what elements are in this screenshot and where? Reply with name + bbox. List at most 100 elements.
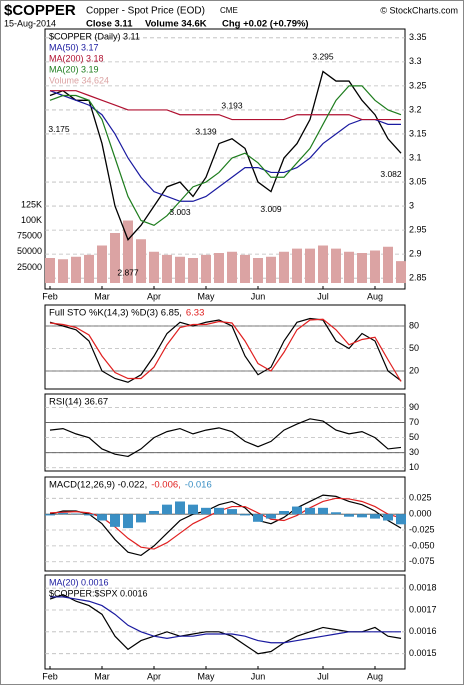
series-line [50,90,401,121]
bar [71,256,81,283]
y-tick-label: 3.15 [409,128,427,138]
bar [110,233,120,283]
x-tick-label: Jun [251,291,266,301]
bar [383,246,393,283]
series-line [49,318,402,382]
x-tick-label: Apr [147,291,161,301]
bar [214,253,224,283]
bar [123,220,133,283]
bar [266,256,276,283]
x-tick-label: Aug [367,291,383,301]
x-tick-label: Apr [147,671,161,681]
bar [305,507,315,515]
series-line [49,317,402,383]
bar [331,512,341,515]
bar [279,251,289,283]
y-tick-label: 0.025 [409,493,432,503]
bar [97,245,107,283]
y-tick-label: 3.1 [409,152,422,162]
y-tick-label: 30 [409,447,419,457]
bar [357,514,367,518]
y-tick-label: 0.000 [409,509,432,519]
bar [318,245,328,283]
x-tick-label: Feb [42,671,58,681]
y-tick-label: -0.050 [409,540,435,550]
legend-entry: Volume 34,624 [49,75,109,85]
y2-tick-label: 100K [21,215,42,225]
exchange: CME [220,6,238,15]
bar [58,259,68,283]
bar [396,261,406,283]
bar [305,248,315,283]
bar [58,512,68,515]
legend-entry: MA(50) 3.17 [49,42,99,52]
y-tick-label: 3.35 [409,32,427,42]
series-line [50,596,401,644]
bar [227,509,237,515]
date: 15-Aug-2014 [4,18,56,28]
legend-entry: $COPPER:$SPX 0.0016 [49,588,148,598]
y-tick-label: 0.0017 [409,604,437,614]
panel-frame [44,476,406,572]
legend-entry: -0.016 [185,480,212,491]
x-tick-label: Mar [94,671,110,681]
y2-tick-label: 125K [21,199,42,209]
series-line [49,418,402,458]
series-line [49,497,402,550]
y2-tick-label: 75000 [17,231,42,241]
bar [279,510,289,515]
bar [149,510,159,515]
bar [318,507,328,515]
bar [396,514,406,525]
bar [370,250,380,283]
bar [201,254,211,283]
bar [253,514,263,522]
bar [201,507,211,515]
bar [123,514,133,529]
close: Close 3.11 [86,19,133,30]
annotation: 3.009 [260,204,282,214]
bar [45,258,55,283]
x-tick-label: May [197,291,215,301]
series-line [49,85,402,226]
annotation: 3.003 [169,207,191,217]
legend-entry: MA(200) 3.18 [49,53,104,63]
bar [344,514,354,517]
y-tick-label: 2.85 [409,273,427,283]
bar [383,514,393,521]
legend-entry: $COPPER (Daily) 3.11 [49,31,140,41]
bar [110,514,120,527]
legend-entry: MACD(12,26,9) -0.022, [49,480,147,491]
bar [292,248,302,283]
y2-tick-label: 25000 [17,262,42,272]
x-tick-label: Aug [367,671,383,681]
bar [344,251,354,283]
volume: Volume 34.6K [145,19,207,30]
x-tick-label: Jul [317,671,329,681]
annotation: 2.877 [117,267,139,277]
y-tick-label: -0.075 [409,556,435,566]
y-tick-label: 3.25 [409,80,427,90]
bar [188,504,198,515]
bar [266,514,276,519]
x-tick-label: Mar [94,291,110,301]
bar [71,513,81,515]
x-tick-label: Jun [251,671,266,681]
y-tick-label: 0.0015 [409,648,437,658]
legend-entry: 6.33 [186,308,205,319]
bar [136,239,146,283]
y-tick-label: 3.3 [409,56,422,66]
bar [84,254,94,283]
y-tick-label: 2.95 [409,224,427,234]
bar [175,256,185,283]
bar [162,504,172,515]
series-line [49,70,402,241]
bar [214,507,224,515]
y-tick-label: 10 [409,462,419,472]
x-tick-label: Jul [317,291,329,301]
legend-entry: Full STO %K(14,3) %D(3) 6.85, [49,308,182,319]
bar [136,514,146,523]
bar [227,251,237,283]
